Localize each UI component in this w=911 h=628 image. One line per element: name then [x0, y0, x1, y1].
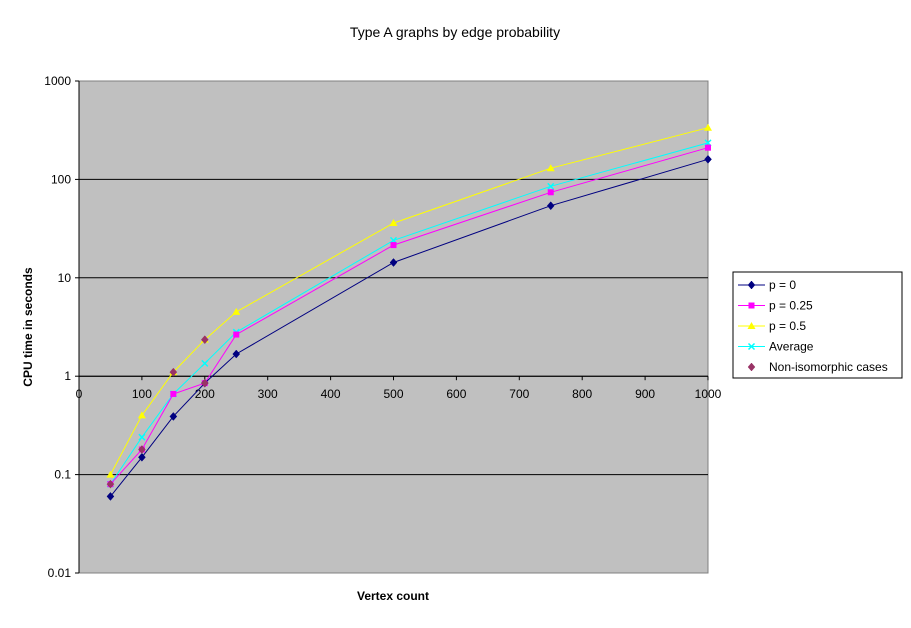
legend-label: p = 0 — [769, 278, 796, 292]
legend-marker — [747, 362, 756, 372]
x-axis-title: Vertex count — [357, 589, 429, 603]
data-point — [138, 433, 146, 441]
legend-marker — [747, 322, 756, 329]
data-point — [546, 201, 555, 211]
legend-marker — [748, 302, 755, 309]
x-tick-label: 600 — [446, 387, 466, 401]
legend-label: p = 0.25 — [769, 299, 813, 313]
chart-title: Type A graphs by edge probability — [350, 24, 560, 40]
legend-item-3: Average — [738, 340, 814, 354]
legend-label: Average — [769, 340, 814, 354]
series-line — [110, 127, 709, 475]
data-point — [232, 307, 241, 315]
data-point — [389, 258, 398, 267]
marker-stroke — [547, 182, 555, 190]
legend-items: p = 0 p = 0.25 p = 0.5 Average Non-isomorphi… — [738, 278, 888, 374]
x-tick-label: 100 — [132, 387, 152, 401]
y-tick-label: 0.1 — [54, 468, 71, 482]
data-point — [138, 452, 146, 462]
legend-marker — [747, 342, 756, 351]
y-tick-label: 0.01 — [48, 566, 72, 580]
data-point — [389, 219, 398, 227]
y-tick-label: 1000 — [44, 74, 71, 88]
x-tick-label: 200 — [195, 387, 215, 401]
data-point — [106, 479, 115, 489]
marker-stroke — [201, 359, 209, 367]
x-tick-label: 500 — [383, 387, 403, 401]
data-point — [106, 470, 115, 478]
series-0 — [106, 154, 712, 501]
x-tick-label: 300 — [258, 387, 278, 401]
plot-area — [78, 80, 709, 574]
y-tick-label: 1 — [64, 369, 71, 383]
data-point — [170, 390, 177, 397]
data-point — [546, 164, 555, 172]
data-point — [704, 123, 712, 131]
legend-item-4: Non-isomorphic cases — [747, 360, 888, 374]
data-point — [390, 242, 397, 249]
legend-label: Non-isomorphic cases — [769, 360, 888, 374]
series-layer — [106, 123, 712, 501]
data-point — [705, 144, 711, 151]
data-point — [200, 335, 209, 345]
y-axis-ticks: 0.01 0.1 1 10 100 1000 — [44, 74, 79, 580]
x-tick-label: 900 — [635, 387, 655, 401]
legend: p = 0 p = 0.25 p = 0.5 Average Non-isomorphi… — [732, 271, 903, 379]
data-point — [233, 331, 240, 338]
data-point — [547, 189, 554, 196]
y-tick-label: 100 — [51, 172, 71, 186]
data-point — [169, 367, 178, 377]
data-point — [137, 411, 146, 419]
x-tick-label: 1000 — [695, 387, 722, 401]
y-axis-title: CPU time in seconds — [21, 267, 35, 387]
marker-stroke — [747, 342, 756, 351]
data-point — [138, 445, 146, 454]
x-tick-label: 700 — [509, 387, 529, 401]
legend-item-0: p = 0 — [738, 278, 796, 292]
data-point — [106, 492, 115, 501]
legend-box — [732, 271, 903, 379]
marker-stroke — [138, 433, 146, 441]
data-point — [232, 349, 241, 359]
legend-item-1: p = 0.25 — [738, 299, 813, 313]
legend-label: p = 0.5 — [769, 319, 806, 333]
legend-marker — [747, 280, 756, 290]
data-point — [704, 154, 712, 164]
data-point — [200, 378, 209, 388]
series-line — [110, 147, 709, 485]
series-line — [110, 142, 709, 485]
series-line — [110, 158, 709, 497]
y-tick-label: 10 — [58, 271, 72, 285]
series-4 — [106, 335, 209, 489]
x-axis-ticks: 0 100 200 300 400 500 600 700 800 900 1000 — [76, 376, 722, 401]
x-tick-label: 800 — [572, 387, 592, 401]
data-point — [201, 359, 209, 367]
legend-item-2: p = 0.5 — [738, 319, 806, 333]
data-point — [169, 412, 178, 421]
x-tick-label: 400 — [321, 387, 341, 401]
x-tick-label: 0 — [76, 387, 83, 401]
data-point — [547, 182, 555, 190]
